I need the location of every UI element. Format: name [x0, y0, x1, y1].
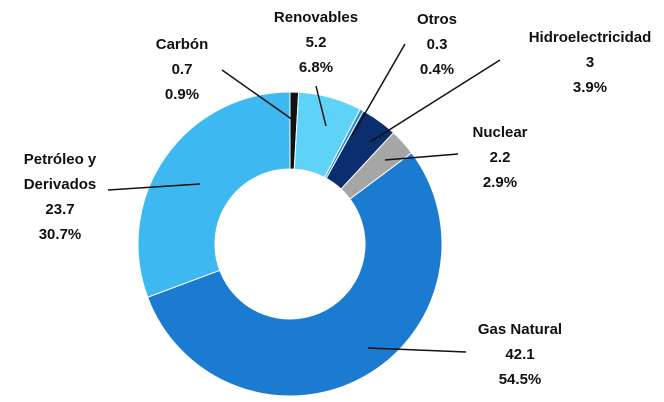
category-label: Hidroelectricidad — [528, 29, 652, 46]
percentage-label: 2.9% — [482, 174, 518, 191]
leader-line — [351, 43, 406, 137]
percentage-label: 6.8% — [298, 59, 334, 76]
data-label: Petróleo y Derivados 23.7 30.7% — [0, 147, 160, 247]
category-label: Nuclear — [472, 124, 528, 141]
data-label: Renovables 5.2 6.8% — [216, 5, 416, 80]
percentage-label: 30.7% — [38, 226, 82, 243]
leader-line — [369, 59, 501, 143]
data-label: Gas Natural 42.1 54.5% — [420, 317, 620, 392]
percentage-label: 3.9% — [572, 79, 608, 96]
data-label: Nuclear 2.2 2.9% — [400, 120, 600, 195]
value-label: 0.3 — [426, 36, 448, 53]
percentage-label: 0.9% — [164, 86, 200, 103]
leader-line — [221, 69, 294, 121]
percentage-label: 0.4% — [419, 61, 455, 78]
percentage-label: 54.5% — [498, 371, 542, 388]
leader-line — [384, 153, 459, 161]
slice — [137, 91, 291, 298]
category-label: Gas Natural — [477, 321, 563, 338]
value-label: 23.7 — [45, 201, 75, 218]
value-label: 5.2 — [305, 34, 327, 51]
leader-line — [367, 347, 467, 353]
category-label: Renovables — [273, 9, 359, 26]
value-label: 2.2 — [489, 149, 511, 166]
data-label: Hidroelectricidad 3 3.9% — [490, 25, 664, 100]
category-label: Otros — [416, 11, 457, 28]
leader-lines — [107, 43, 501, 353]
leader-line — [107, 183, 201, 191]
value-label: 0.7 — [171, 61, 193, 78]
value-label: 3 — [585, 54, 595, 71]
value-label: 42.1 — [505, 346, 535, 363]
data-label: Carbón 0.7 0.9% — [82, 32, 282, 107]
category-label: Carbón — [155, 36, 209, 53]
slice — [146, 152, 443, 397]
category-label: Petróleo y Derivados — [23, 151, 97, 193]
data-label: Otros 0.3 0.4% — [337, 7, 537, 82]
leader-line — [315, 85, 327, 127]
